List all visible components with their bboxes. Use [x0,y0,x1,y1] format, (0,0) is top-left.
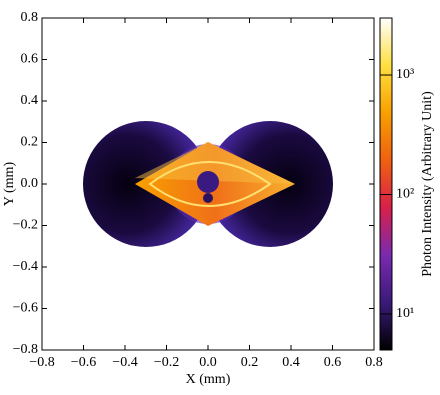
x-axis-label: X (mm) [186,372,231,387]
y-tick-label: −0.4 [13,259,38,274]
x-tick-label: −0.8 [29,355,54,370]
colorbar-tick-label: 10³ [396,67,414,82]
colorbar-tick-label: 10¹ [396,306,414,321]
y-tick-label: −0.8 [13,342,38,357]
y-axis-label: Y (mm) [2,162,17,207]
y-tick-label: 0.4 [21,93,39,108]
y-tick-label: 0.6 [21,52,39,67]
x-tick-label: −0.4 [112,355,137,370]
x-tick-label: 0.0 [199,355,217,370]
y-tick-label: 0.0 [21,176,39,191]
x-tick-label: 0.8 [365,355,383,370]
y-tick-label: 0.8 [21,10,39,25]
x-tick-label: −0.2 [154,355,179,370]
x-tick-label: −0.6 [71,355,96,370]
colorbar-tick-label: 10² [396,187,414,202]
colorbar-label: Photon Intensity (Arbitrary Unit) [420,91,435,277]
x-tick-label: 0.2 [241,355,259,370]
y-tick-label: −0.6 [13,301,38,316]
y-tick-label: 0.2 [21,135,39,150]
y-tick-label: −0.2 [13,218,38,233]
x-tick-label: 0.6 [324,355,342,370]
intensity-map [83,121,333,247]
colorbar [379,17,393,351]
x-tick-label: 0.4 [282,355,300,370]
